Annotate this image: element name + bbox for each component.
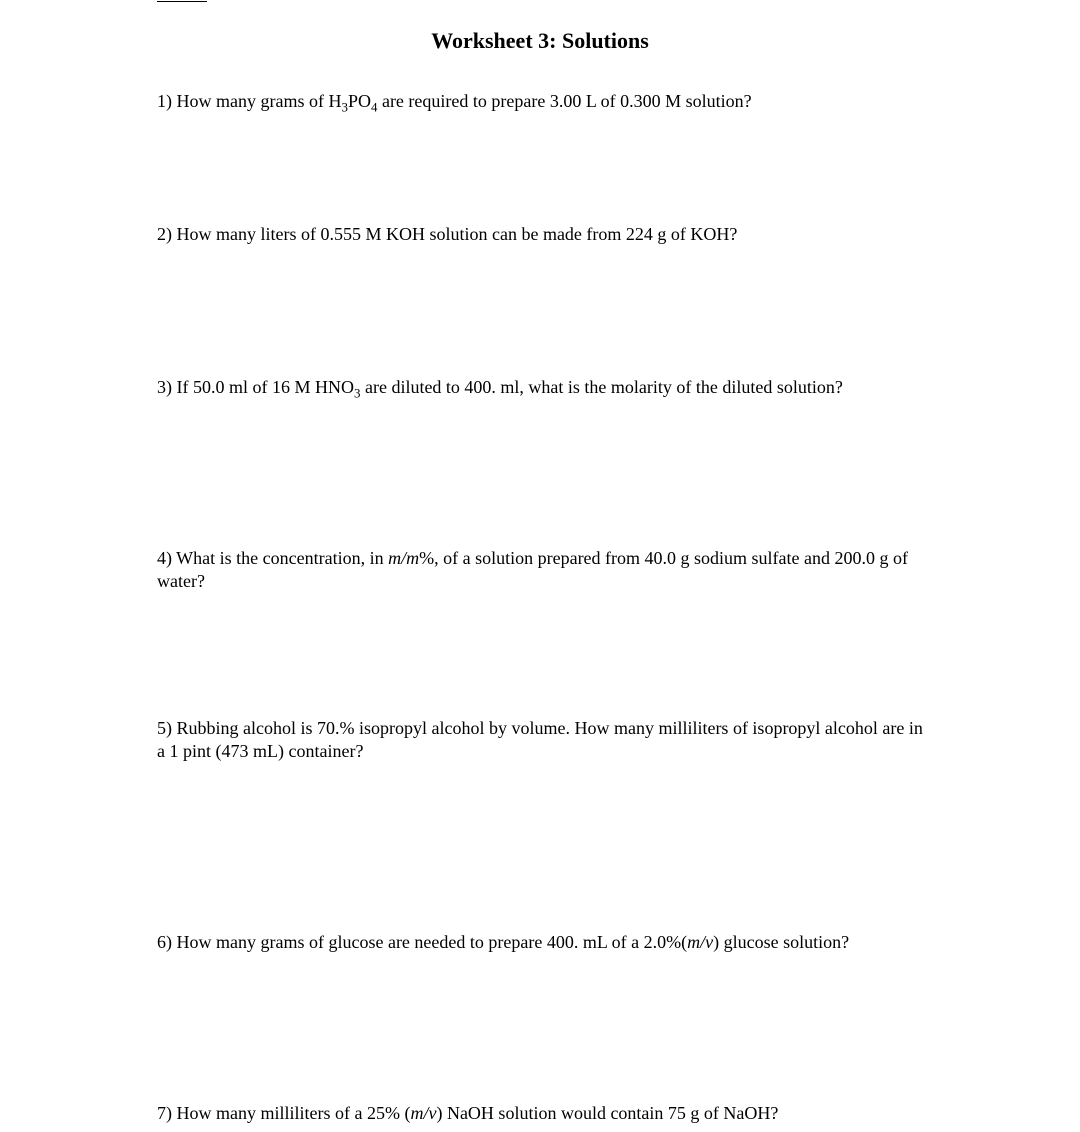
question-4: 4) What is the concentration, in m/m%, o…: [157, 547, 923, 593]
q2-text: 2) How many liters of 0.555 M KOH soluti…: [157, 224, 737, 244]
q6-text-post: ) glucose solution?: [713, 932, 849, 952]
name-blank-line: [157, 0, 207, 2]
q1-text-post: are required to prepare 3.00 L of 0.300 …: [377, 91, 751, 111]
q1-text-pre: 1) How many grams of H: [157, 91, 341, 111]
q7-text-post: ) NaOH solution would contain 75 g of Na…: [436, 1103, 778, 1123]
q7-text-pre: 7) How many milliliters of a 25% (: [157, 1103, 410, 1123]
q6-text-pre: 6) How many grams of glucose are needed …: [157, 932, 687, 952]
q1-text-mid: PO: [348, 91, 371, 111]
q5-text: 5) Rubbing alcohol is 70.% isopropyl alc…: [157, 718, 923, 761]
q4-text-pre: 4) What is the concentration, in: [157, 548, 388, 568]
question-3: 3) If 50.0 ml of 16 M HNO3 are diluted t…: [157, 376, 923, 399]
worksheet-page: Worksheet 3: Solutions 1) How many grams…: [0, 0, 1080, 1125]
question-6: 6) How many grams of glucose are needed …: [157, 931, 923, 954]
q4-italic-mm: m/m: [388, 548, 419, 568]
q6-italic-mv: m/v: [687, 932, 713, 952]
worksheet-title: Worksheet 3: Solutions: [157, 28, 923, 54]
question-2: 2) How many liters of 0.555 M KOH soluti…: [157, 223, 923, 246]
question-7: 7) How many milliliters of a 25% (m/v) N…: [157, 1102, 923, 1125]
question-5: 5) Rubbing alcohol is 70.% isopropyl alc…: [157, 717, 923, 763]
q3-text-pre: 3) If 50.0 ml of 16 M HNO: [157, 377, 354, 397]
q7-italic-mv: m/v: [410, 1103, 436, 1123]
q3-text-post: are diluted to 400. ml, what is the mola…: [360, 377, 842, 397]
question-1: 1) How many grams of H3PO4 are required …: [157, 90, 923, 113]
